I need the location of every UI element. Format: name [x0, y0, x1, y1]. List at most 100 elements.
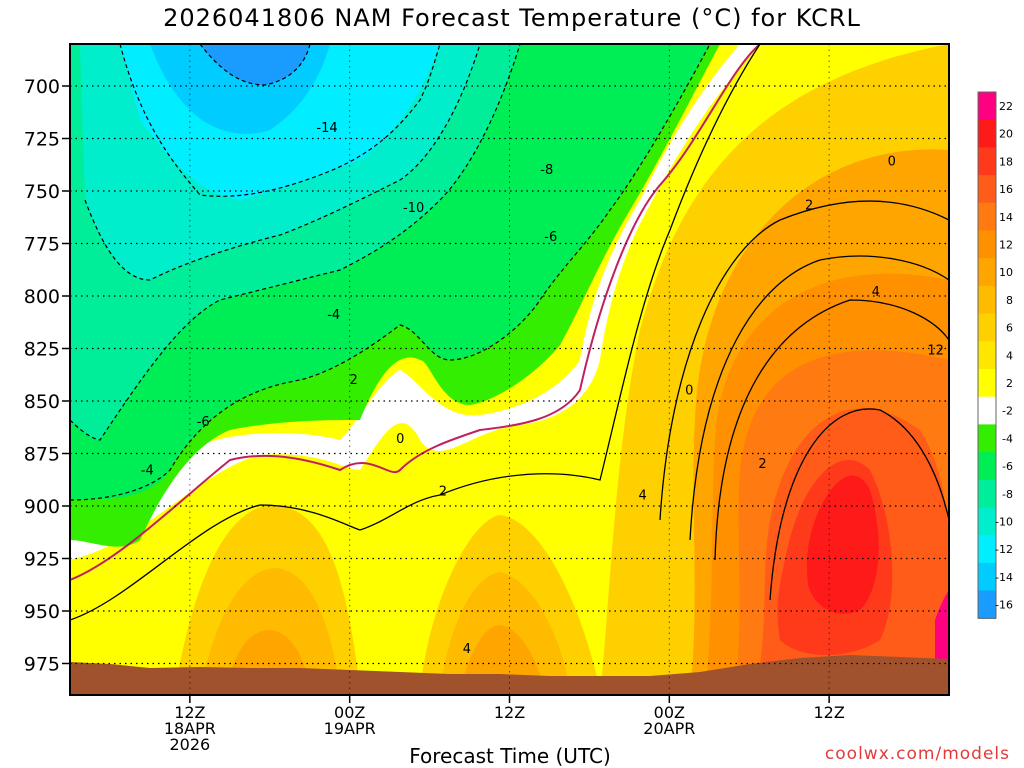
colorbar-swatch [978, 119, 996, 148]
contour-line-2 [70, 44, 761, 621]
colorbar-label: 2 [1006, 377, 1013, 390]
colorbar-swatch [978, 369, 996, 398]
contour-line-neg10 [119, 44, 441, 197]
colorbar-label: 12 [999, 239, 1013, 252]
contour-label: 2 [758, 457, 766, 472]
y-tick-label: 800 [24, 286, 60, 308]
y-tick-label: 825 [24, 339, 60, 361]
colorbar-label: 20 [999, 128, 1013, 141]
colorbar-frame [977, 91, 997, 619]
lobe-day1-6 [200, 568, 340, 690]
x-tick-label: 19APR [324, 719, 376, 738]
contour-label: 4 [463, 642, 471, 657]
colorbar-swatch [978, 202, 996, 231]
colorbar-label: 6 [1006, 322, 1013, 335]
colorbar-label: -8 [1002, 488, 1013, 501]
colorbar-swatch [978, 230, 996, 259]
contour-label: 0 [888, 155, 896, 170]
colorbar-label: 22 [999, 100, 1013, 113]
y-tick-label: 850 [24, 391, 60, 413]
contour-label: -6 [544, 230, 557, 245]
x-axis-title: Forecast Time (UTC) [409, 744, 611, 768]
zero-contour [70, 44, 761, 581]
contour-line-neg14 [199, 44, 311, 86]
cold-region-14 [200, 44, 310, 85]
contour-label: -14 [316, 121, 337, 136]
colorbar-swatch [978, 175, 996, 204]
colorbar-swatch [978, 507, 996, 536]
contour-label: -4 [141, 463, 154, 478]
colorbar-swatch [978, 562, 996, 592]
x-tick-label: 00Z [334, 703, 365, 722]
colorbar-swatch [978, 452, 996, 481]
colorbar-label: -4 [1002, 432, 1013, 445]
gridlines [70, 44, 949, 695]
colorbar-swatch [978, 341, 996, 370]
colorbar: 22 20 18 16 14 12 10 8 6 4 2 -2 -4 -6 -8 -10 -12 -14 -16 [977, 91, 1013, 619]
contour-label: 0 [396, 432, 404, 447]
y-tick-label: 725 [24, 129, 60, 151]
x-tick-label: 12Z [813, 703, 844, 722]
colorbar-swatch [978, 258, 996, 287]
contour-label: 4 [639, 489, 647, 504]
contour-label: -6 [197, 415, 210, 430]
x-tick-label: 2026 [170, 735, 211, 754]
contour-label: -8 [540, 163, 553, 178]
colorbar-label: 10 [999, 266, 1013, 279]
colorbar-label: -12 [995, 543, 1013, 556]
colorbar-label: 16 [999, 183, 1013, 196]
x-tick-label: 20APR [643, 719, 695, 738]
colorbar-swatch [978, 590, 996, 619]
y-axis: 700 725 750 775 800 825 850 875 900 925 950 975 [24, 76, 70, 676]
y-tick-label: 775 [24, 234, 60, 256]
contour-label: 0 [685, 384, 693, 399]
colorbar-swatch [978, 313, 996, 342]
y-tick-label: 950 [24, 601, 60, 623]
colorbar-label: -10 [995, 516, 1013, 529]
contour-labels: -14 -10 -8 -6 -4 2 -6 -4 0 2 4 0 2 2 0 4 12 4 [141, 121, 944, 657]
warm-region-22 [935, 590, 949, 660]
contour-label: 4 [872, 285, 880, 300]
warm-region-20 [806, 475, 879, 614]
contour-line-10 [689, 255, 949, 541]
colorbar-swatch [978, 285, 996, 315]
colorbar-swatch [978, 147, 996, 176]
x-tick-label: 18APR [164, 719, 216, 738]
x-tick-label: 12Z [494, 703, 525, 722]
y-tick-label: 750 [24, 181, 60, 203]
y-tick-label: 700 [24, 76, 60, 98]
credit-link[interactable]: coolwx.com/models [824, 744, 1010, 764]
contour-label: 12 [927, 344, 944, 359]
contour-line-neg4 [70, 44, 711, 501]
lobe-day2-10 [460, 625, 545, 690]
contour-label: 2 [350, 373, 358, 388]
y-tick-label: 975 [24, 654, 60, 676]
x-tick-label: 00Z [654, 703, 685, 722]
colorbar-label: 14 [999, 211, 1013, 224]
colorbar-label: -6 [1002, 460, 1013, 473]
chart-title: 2026041806 NAM Forecast Temperature (°C)… [163, 4, 861, 32]
x-tick-label: 12Z [174, 703, 205, 722]
colorbar-label: 8 [1006, 294, 1013, 307]
temperature-field [70, 44, 949, 695]
colorbar-swatch [978, 424, 996, 453]
colorbar-label: -2 [1002, 405, 1013, 418]
contour-line-neg8 [84, 44, 481, 281]
y-tick-label: 900 [24, 496, 60, 518]
contour-line-12 [714, 299, 949, 561]
contour-label: -4 [327, 308, 340, 323]
colorbar-swatch [978, 535, 996, 564]
y-tick-label: 875 [24, 444, 60, 466]
y-tick-label: 925 [24, 549, 60, 571]
colorbar-swatch [978, 396, 996, 425]
contour-label: 2 [439, 484, 447, 499]
colorbar-label: 18 [999, 155, 1013, 168]
colorbar-swatch [978, 479, 996, 508]
terrain [70, 655, 949, 695]
colorbar-label: -14 [995, 571, 1013, 584]
colorbar-label: 4 [1006, 349, 1013, 362]
contour-label: 2 [805, 199, 813, 214]
contour-label: -10 [403, 201, 424, 216]
